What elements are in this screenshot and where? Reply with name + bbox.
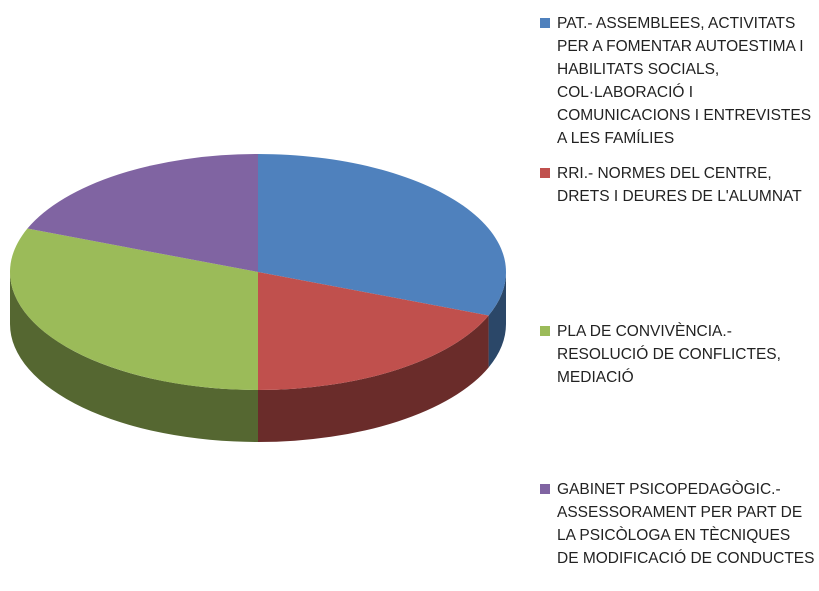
slice: [258, 272, 489, 390]
legend-swatch: [540, 168, 550, 178]
legend-item: PLA DE CONVIVÈNCIA.- RESOLUCIÓ DE CONFLI…: [540, 320, 815, 389]
slice-side: [258, 315, 489, 442]
slice-side: [488, 272, 506, 368]
legend-label: RRI.- NORMES DEL CENTRE, DRETS I DEURES …: [557, 165, 802, 205]
legend-swatch: [540, 326, 550, 336]
legend-swatch: [540, 18, 550, 28]
slice: [27, 154, 258, 272]
legend-item: GABINET PSICOPEDAGÒGIC.- ASSESSORAMENT P…: [540, 478, 815, 570]
legend-item: PAT.- ASSEMBLEES, ACTIVITATS PER A FOMEN…: [540, 12, 815, 150]
legend-label: GABINET PSICOPEDAGÒGIC.- ASSESSORAMENT P…: [557, 481, 815, 567]
legend-label: PAT.- ASSEMBLEES, ACTIVITATS PER A FOMEN…: [557, 15, 812, 147]
slice: [258, 154, 506, 316]
slice-side: [10, 272, 258, 442]
slice: [9, 228, 258, 390]
legend-label: PLA DE CONVIVÈNCIA.- RESOLUCIÓ DE CONFLI…: [557, 323, 781, 386]
legend-item: RRI.- NORMES DEL CENTRE, DRETS I DEURES …: [540, 162, 815, 208]
legend-swatch: [540, 484, 550, 494]
